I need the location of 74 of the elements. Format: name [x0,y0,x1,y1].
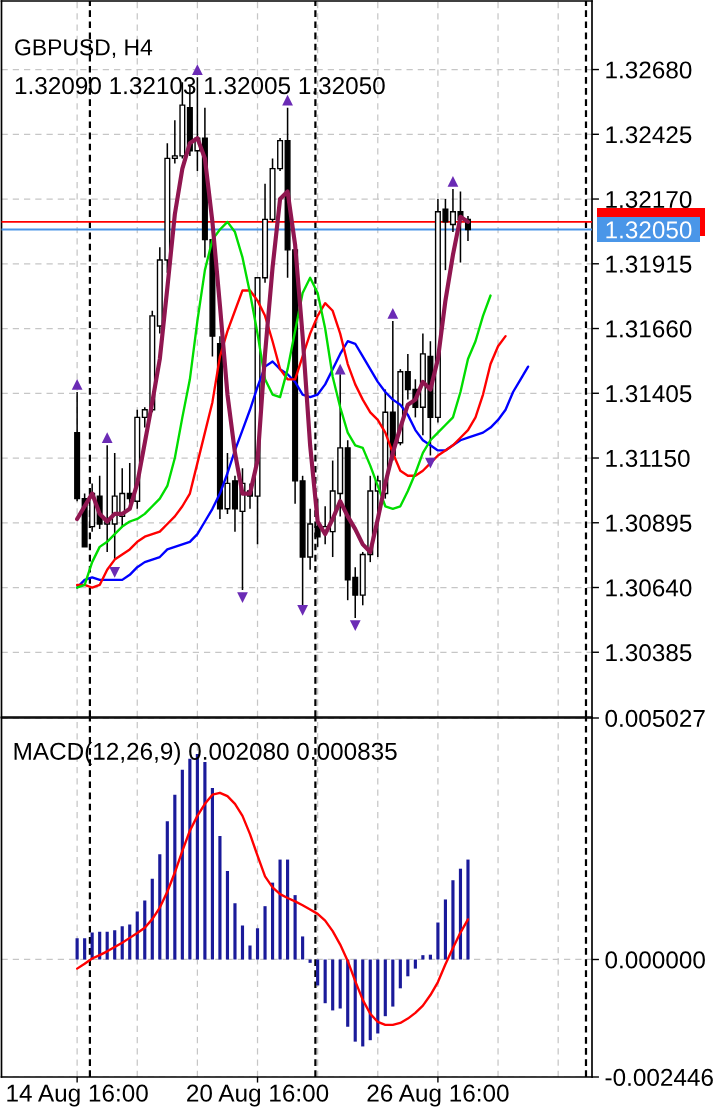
y-tick-label: 1.32680 [606,61,692,79]
bar [466,859,470,960]
bar [278,859,282,960]
point [425,457,436,469]
bar [413,959,417,969]
line-series [75,220,492,589]
bar [308,959,312,963]
y-tick-label: 1.30640 [606,579,692,597]
y-tick-label: 1.32425 [606,126,692,144]
bar [383,959,387,1017]
x-tick-label: 14 Aug 16:00 [7,1084,148,1107]
y-tick-label: 0.000000 [605,951,705,969]
bar [331,959,335,1011]
bar [165,821,169,960]
y-tick-label: 1.31150 [606,449,690,468]
bar [391,959,395,1007]
bar [180,769,184,960]
bar [83,938,87,960]
bar [368,959,372,1041]
bar [406,959,410,977]
bar [436,922,440,960]
line-series [75,340,530,589]
y-tick-label: 0.005027 [605,709,705,728]
bar [158,854,162,960]
bar [338,959,342,1009]
bar [346,959,350,1027]
bar [188,758,192,960]
point [192,64,203,75]
y-tick-label: 1.31915 [606,255,692,273]
bar [75,938,79,960]
x-tick-label: 26 Aug 16:00 [367,1084,509,1107]
line-series [75,289,507,589]
y-tick-label: 1.32170 [606,190,692,209]
x-tick-label: 20 Aug 16:00 [187,1084,329,1107]
bar [376,959,380,1034]
bar [443,899,448,960]
bar [301,936,305,960]
point [109,566,121,578]
ref-line-label: 1.32050 [606,221,692,239]
bar [293,895,297,960]
point [282,94,293,106]
bar [263,906,267,960]
text: MACD(12,26,9) 0.002080 0.000835 [14,742,397,765]
bar [398,959,402,989]
bar [225,871,230,960]
bar [218,836,222,960]
bar [203,762,207,960]
bar [316,959,320,986]
bar [451,880,455,960]
bar [233,903,237,960]
bar [210,787,214,960]
point [387,307,399,319]
point [71,379,83,390]
y-tick-label: 1.31660 [606,320,692,338]
bar [248,945,252,960]
bar [173,794,177,960]
point [101,432,113,444]
y-tick-label: 1.31405 [606,385,692,403]
line-series [75,791,470,1027]
y-tick-label: 1.30895 [606,514,692,532]
text: GBPUSD, H4 [15,39,153,59]
point [297,604,308,616]
point [349,620,361,631]
bar [255,928,260,960]
y-tick-label: 1.30385 [606,644,692,662]
point [447,175,459,187]
y-tick-label: -0.002446 [605,1068,713,1087]
point [334,363,346,375]
candlestick [141,406,148,429]
bar [286,859,290,960]
point [237,592,248,604]
line-series [75,136,471,555]
bar [323,959,327,1004]
bar [240,925,245,960]
